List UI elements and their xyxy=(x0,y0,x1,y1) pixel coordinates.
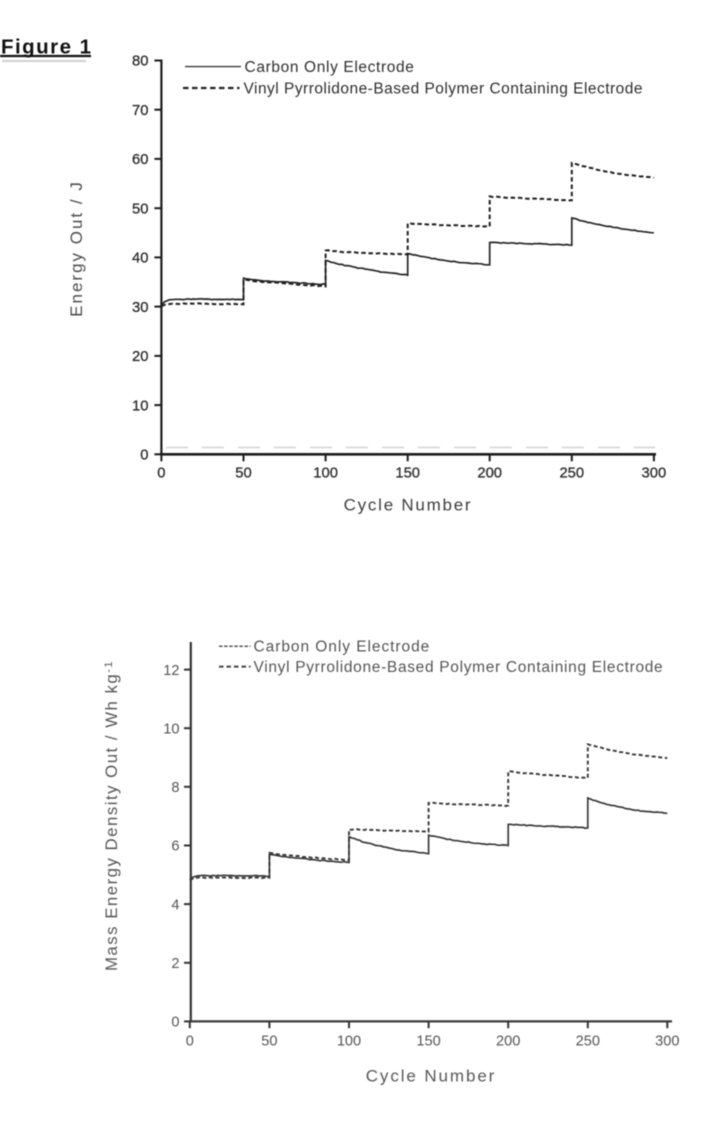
svg-text:50: 50 xyxy=(261,1034,277,1050)
svg-text:100: 100 xyxy=(337,1034,361,1050)
svg-text:80: 80 xyxy=(132,54,148,70)
svg-text:300: 300 xyxy=(642,466,667,482)
svg-text:Figure 1: Figure 1 xyxy=(1,36,91,59)
svg-text:30: 30 xyxy=(132,300,148,316)
svg-text:Cycle Number: Cycle Number xyxy=(366,1067,497,1086)
svg-text:200: 200 xyxy=(496,1034,520,1050)
svg-text:50: 50 xyxy=(235,466,251,482)
svg-text:6: 6 xyxy=(171,839,179,855)
svg-text:70: 70 xyxy=(132,103,148,119)
svg-text:Vinyl Pyrrolidone-Based Polyme: Vinyl Pyrrolidone-Based Polymer Containi… xyxy=(244,80,643,97)
svg-text:250: 250 xyxy=(559,466,584,482)
svg-text:300: 300 xyxy=(655,1034,679,1050)
svg-text:200: 200 xyxy=(477,466,502,482)
svg-text:150: 150 xyxy=(395,466,420,482)
svg-text:100: 100 xyxy=(313,466,338,482)
svg-text:150: 150 xyxy=(416,1034,440,1050)
svg-text:Mass Energy Density Out / Wh: Mass Energy Density Out / Wh kg-1 xyxy=(102,660,121,971)
svg-text:60: 60 xyxy=(132,152,148,168)
svg-text:0: 0 xyxy=(140,448,148,464)
svg-text:Cycle Number: Cycle Number xyxy=(344,496,473,515)
svg-text:20: 20 xyxy=(132,349,148,365)
svg-text:12: 12 xyxy=(163,663,179,679)
svg-text:8: 8 xyxy=(171,780,179,796)
svg-text:Carbon Only Electrode: Carbon Only Electrode xyxy=(245,59,415,76)
svg-text:Energy Out / J: Energy Out / J xyxy=(67,180,86,317)
svg-text:40: 40 xyxy=(132,251,148,267)
svg-text:0: 0 xyxy=(157,466,165,482)
svg-text:10: 10 xyxy=(132,398,148,414)
svg-text:2: 2 xyxy=(171,956,179,972)
svg-text:Carbon Only Electrode: Carbon Only Electrode xyxy=(254,639,431,656)
svg-text:4: 4 xyxy=(171,897,179,913)
svg-text:0: 0 xyxy=(171,1015,179,1031)
svg-text:250: 250 xyxy=(576,1034,600,1050)
svg-text:10: 10 xyxy=(163,721,179,737)
svg-text:0: 0 xyxy=(186,1034,194,1050)
svg-text:50: 50 xyxy=(132,201,148,217)
svg-text:Vinyl Pyrrolidone-Based Polyme: Vinyl Pyrrolidone-Based Polymer Containi… xyxy=(254,659,664,676)
